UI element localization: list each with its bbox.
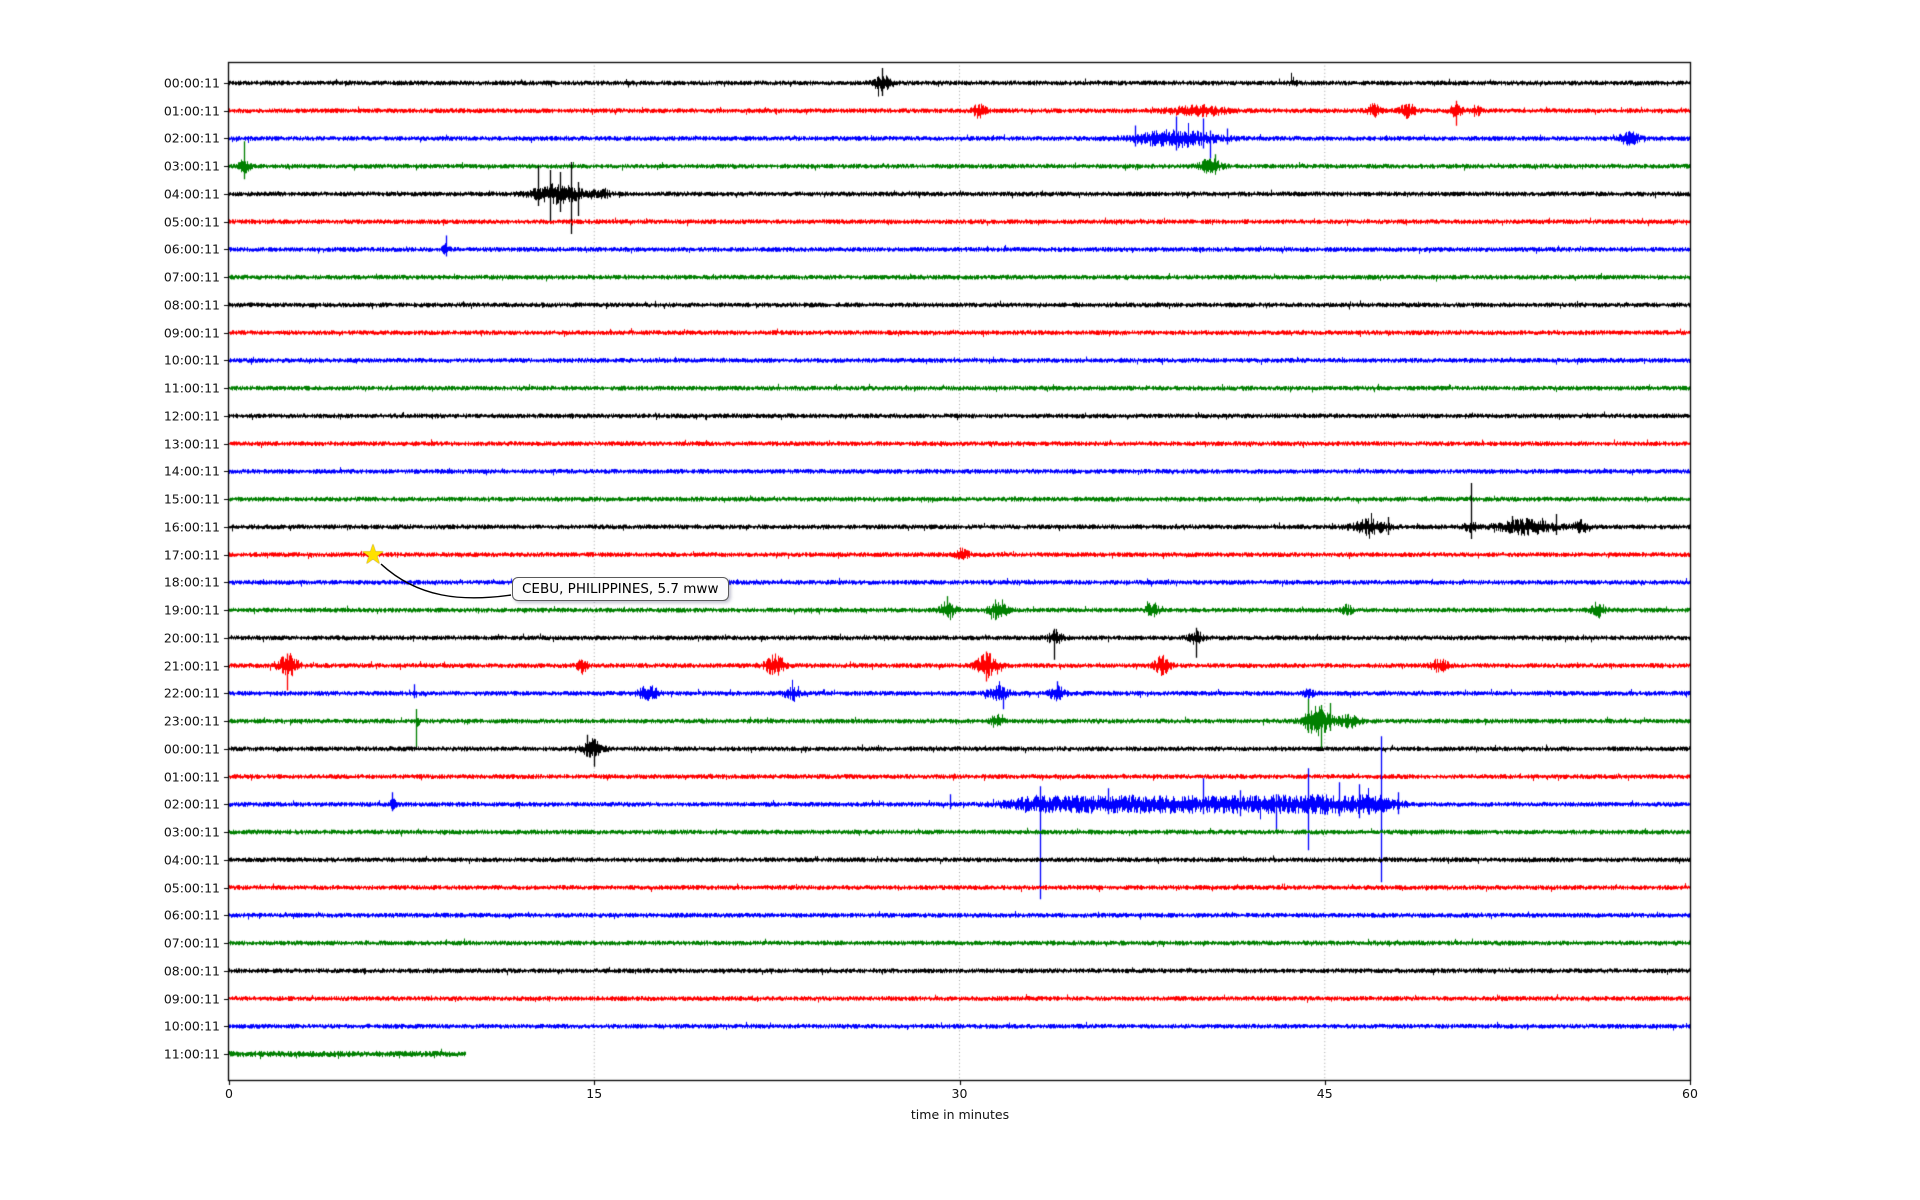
trace-time-label: 07:00:11	[163, 935, 220, 951]
annotation-box: CEBU, PHILIPPINES, 5.7 mww	[512, 577, 729, 601]
trace-time-label: 11:00:11	[163, 380, 220, 396]
x-axis-title: time in minutes	[910, 1107, 1010, 1122]
trace-time-label: 03:00:11	[163, 158, 220, 174]
trace-time-label: 04:00:11	[163, 186, 220, 202]
trace-time-label: 22:00:11	[163, 685, 220, 701]
annotation-text: CEBU, PHILIPPINES, 5.7 mww	[522, 581, 719, 597]
trace-time-label: 02:00:11	[163, 796, 220, 812]
trace-time-label: 21:00:11	[163, 658, 220, 674]
trace-time-label: 04:00:11	[163, 852, 220, 868]
x-tick-label: 60	[1682, 1086, 1698, 1101]
x-tick-label: 45	[1316, 1086, 1333, 1101]
trace-time-label: 00:00:11	[163, 75, 220, 91]
trace-time-label: 02:00:11	[163, 130, 220, 146]
trace-time-label: 08:00:11	[163, 297, 220, 313]
x-tick-label: 0	[225, 1086, 233, 1101]
trace-time-label: 18:00:11	[163, 574, 220, 590]
trace-time-label: 14:00:11	[163, 463, 220, 479]
trace-time-label: 11:00:11	[163, 1046, 220, 1062]
trace-time-label: 01:00:11	[163, 769, 220, 785]
trace-time-label: 19:00:11	[163, 602, 220, 618]
x-tick-label: 30	[951, 1086, 968, 1101]
trace-time-label: 23:00:11	[163, 713, 220, 729]
trace-time-label: 20:00:11	[163, 630, 220, 646]
trace-time-label: 17:00:11	[163, 547, 220, 563]
trace-time-label: 06:00:11	[163, 907, 220, 923]
trace-time-label: 09:00:11	[163, 991, 220, 1007]
trace-time-label: 13:00:11	[163, 436, 220, 452]
trace-time-label: 07:00:11	[163, 269, 220, 285]
trace-time-label: 12:00:11	[163, 408, 220, 424]
trace-time-label: 15:00:11	[163, 491, 220, 507]
trace-time-label: 05:00:11	[163, 880, 220, 896]
x-tick-label: 15	[586, 1086, 603, 1101]
trace-time-label: 09:00:11	[163, 325, 220, 341]
trace-time-label: 10:00:11	[163, 1018, 220, 1034]
trace-time-label: 00:00:11	[163, 741, 220, 757]
trace-time-label: 06:00:11	[163, 241, 220, 257]
trace-time-label: 01:00:11	[163, 103, 220, 119]
trace-time-label: 03:00:11	[163, 824, 220, 840]
trace-time-label: 05:00:11	[163, 214, 220, 230]
event-star-icon: ★	[360, 539, 386, 571]
trace-time-label: 16:00:11	[163, 519, 220, 535]
trace-time-label: 10:00:11	[163, 352, 220, 368]
trace-time-label: 08:00:11	[163, 963, 220, 979]
